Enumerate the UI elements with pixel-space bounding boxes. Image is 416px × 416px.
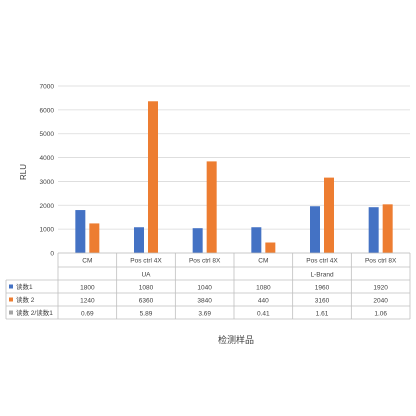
- bar-1-2: [206, 161, 217, 253]
- data-label: 3840: [197, 298, 212, 305]
- bar-0-3: [251, 227, 262, 253]
- category-label: Pos ctrl 8X: [189, 258, 221, 265]
- bar-1-4: [324, 177, 334, 253]
- y-tick-label: 2000: [40, 203, 55, 210]
- y-tick-label: 6000: [40, 107, 55, 114]
- category-label: CM: [82, 258, 92, 265]
- data-label: 1080: [256, 285, 271, 292]
- data-label: 5.89: [140, 311, 153, 318]
- bar-0-4: [310, 206, 320, 253]
- data-label: 1960: [315, 285, 330, 292]
- group-label: L-Brand: [310, 272, 334, 279]
- data-table: CM Pos ctrl 4X Pos ctrl 8X CM Pos ctrl 4X Pos…: [5, 252, 411, 320]
- data-label: 2040: [373, 298, 388, 305]
- bars: [75, 101, 393, 253]
- data-label: 1080: [139, 285, 154, 292]
- data-label: 1.06: [374, 311, 387, 318]
- legend-key-1: [9, 297, 13, 302]
- category-label: Pos ctrl 8X: [365, 258, 397, 265]
- data-label: 1.61: [316, 311, 329, 318]
- legend-label-0: 读数1: [16, 282, 33, 291]
- bar-0-2: [192, 228, 203, 253]
- bar-1-5: [382, 204, 393, 253]
- data-label: 440: [258, 298, 269, 305]
- category-label: CM: [258, 258, 268, 265]
- bar-0-5: [368, 207, 379, 253]
- bar-0-1: [134, 227, 144, 253]
- data-label: 3.69: [198, 311, 211, 318]
- y-tick-label: 4000: [40, 155, 55, 162]
- data-label: 1800: [80, 285, 95, 292]
- bar-1-1: [148, 101, 158, 253]
- legend-key-0: [9, 284, 13, 289]
- data-label: 0.69: [81, 311, 94, 318]
- x-axis-label: 检测样品: [218, 334, 254, 345]
- y-axis-label: RLU: [19, 164, 28, 180]
- data-label: 1040: [197, 285, 212, 292]
- y-axis: 0 1000 2000 3000 4000 5000 6000 7000: [40, 84, 55, 258]
- data-label: 3160: [315, 298, 330, 305]
- y-tick-label: 0: [50, 251, 54, 258]
- legend-label-2: 读数 2/读数1: [16, 308, 53, 317]
- category-label: Pos ctrl 4X: [306, 258, 338, 265]
- legend-key-2: [9, 310, 13, 315]
- bar-1-0: [89, 223, 100, 253]
- group-label: UA: [141, 272, 151, 279]
- data-label: 0.41: [257, 311, 270, 318]
- y-tick-label: 1000: [40, 227, 55, 234]
- y-tick-label: 7000: [40, 84, 55, 91]
- legend-label-1: 读数 2: [16, 295, 35, 304]
- data-label: 1920: [373, 285, 388, 292]
- data-label: 6360: [139, 298, 154, 305]
- bar-1-3: [265, 242, 276, 253]
- y-tick-label: 3000: [40, 179, 55, 186]
- category-label: Pos ctrl 4X: [130, 258, 162, 265]
- bar-0-0: [75, 210, 86, 253]
- y-tick-label: 5000: [40, 131, 55, 138]
- data-label: 1240: [80, 298, 95, 305]
- gridlines: [58, 85, 410, 254]
